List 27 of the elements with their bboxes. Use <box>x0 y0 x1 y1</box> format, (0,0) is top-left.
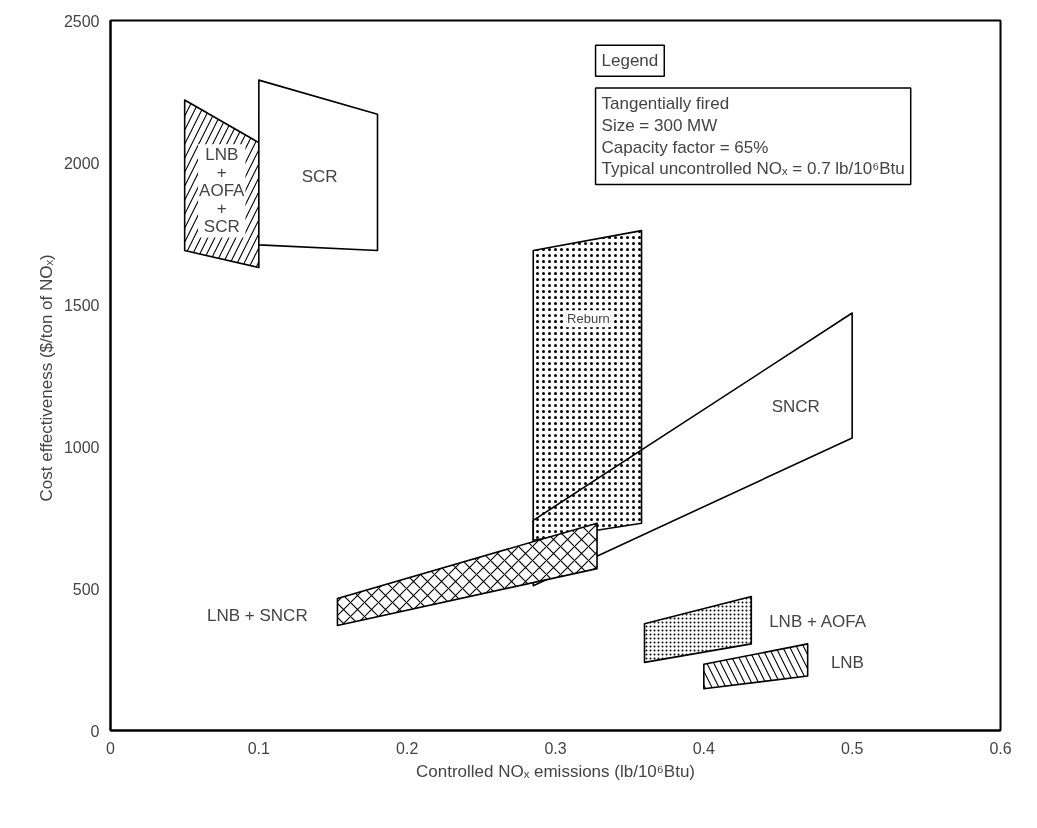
y-tick-label: 1000 <box>63 438 100 456</box>
y-tick-label: 1500 <box>63 296 100 314</box>
x-tick-label: 0.5 <box>841 739 864 757</box>
y-tick-label: 500 <box>72 580 100 598</box>
annotation: LNB <box>830 652 864 672</box>
x-tick-label: 0.4 <box>692 739 716 757</box>
y-tick-label: 2500 <box>63 12 100 30</box>
annotation: LNB + AOFA + SCR <box>199 145 246 237</box>
annotation: SNCR <box>771 397 820 417</box>
annotation: Reburn <box>567 311 610 327</box>
x-tick-label: 0.3 <box>544 739 567 757</box>
annotation: Capacity factor = 65% <box>601 137 769 157</box>
x-tick-label: 0.1 <box>247 739 271 757</box>
x-tick-label: 0.2 <box>396 739 419 757</box>
x-axis-title: Controlled NOₓ emissions (lb/10⁶Btu) <box>415 761 696 781</box>
annotation: Tangentially fired <box>601 93 730 113</box>
annotation: SCR <box>301 167 338 187</box>
y-tick-label: 0 <box>90 722 100 740</box>
y-axis-title: Cost effectiveness ($/ton of NOₓ) <box>36 254 56 502</box>
x-tick-label: 0 <box>106 739 116 757</box>
annotation: LNB + SNCR <box>207 605 308 625</box>
annotation: LNB + AOFA <box>769 611 867 631</box>
y-tick-label: 2000 <box>63 154 100 172</box>
annotation: Size = 300 MW <box>601 115 718 135</box>
annotation: Legend <box>601 51 659 71</box>
x-tick-label: 0.6 <box>989 739 1012 757</box>
annotation: Typical uncontrolled NOₓ = 0.7 lb/10⁶Btu <box>601 159 905 179</box>
